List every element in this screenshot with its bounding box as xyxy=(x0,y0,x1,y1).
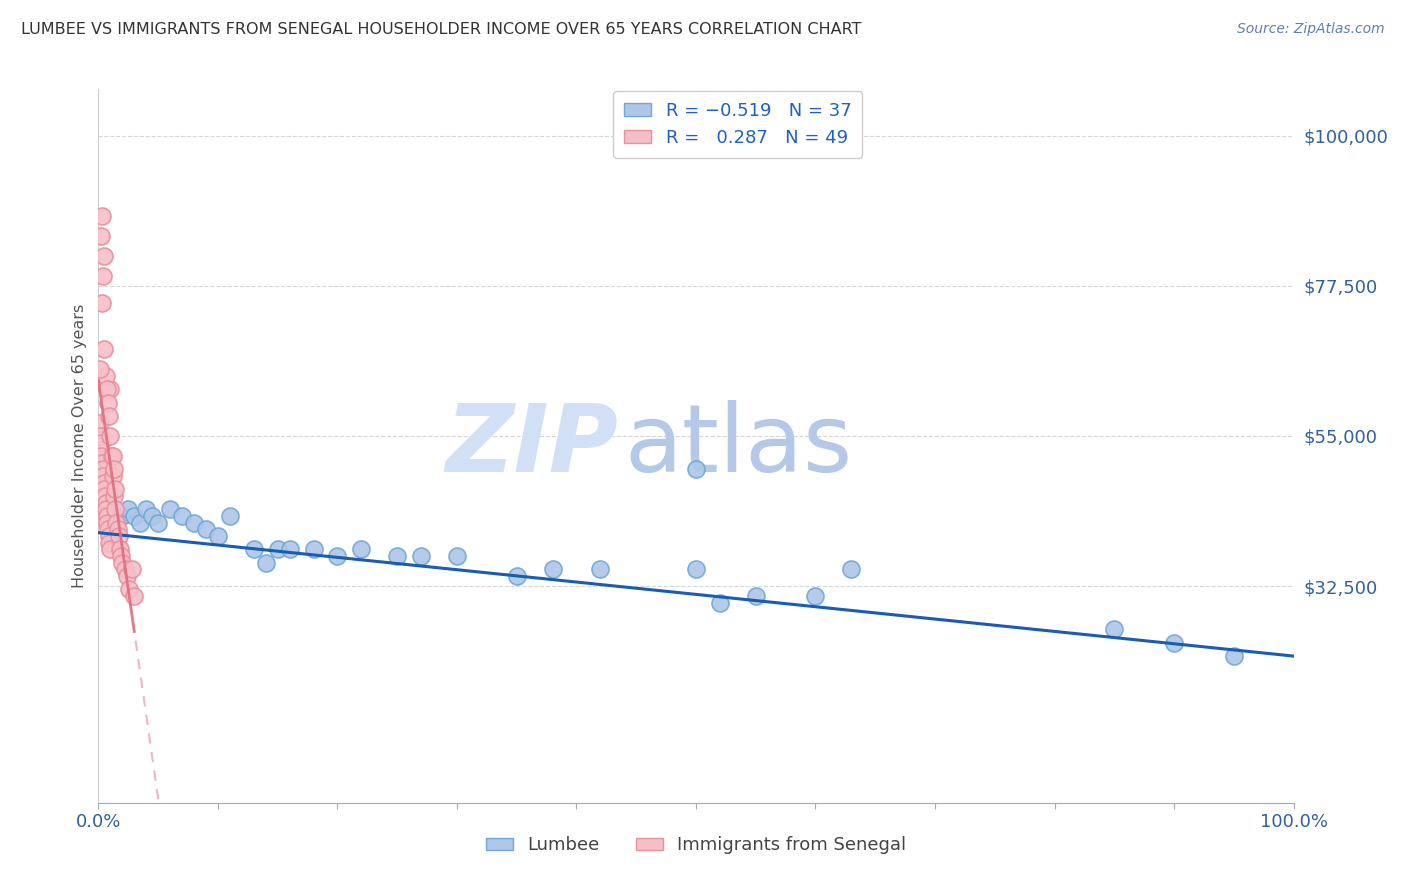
Point xyxy=(98,382,122,396)
Point xyxy=(1104,623,1126,637)
Point xyxy=(159,502,181,516)
Point xyxy=(124,509,146,524)
Point xyxy=(93,483,115,497)
Point xyxy=(411,549,433,563)
Point xyxy=(96,382,118,396)
Point xyxy=(117,502,139,516)
Point xyxy=(267,542,290,557)
Point xyxy=(94,496,117,510)
Text: LUMBEE VS IMMIGRANTS FROM SENEGAL HOUSEHOLDER INCOME OVER 65 YEARS CORRELATION C: LUMBEE VS IMMIGRANTS FROM SENEGAL HOUSEH… xyxy=(21,22,862,37)
Point xyxy=(115,569,138,583)
Point xyxy=(446,549,468,563)
Point xyxy=(326,549,349,563)
Point xyxy=(111,556,134,570)
Text: Source: ZipAtlas.com: Source: ZipAtlas.com xyxy=(1237,22,1385,37)
Point xyxy=(97,529,120,543)
Point xyxy=(103,462,125,476)
Point xyxy=(589,562,612,576)
Point xyxy=(183,516,205,530)
Point xyxy=(101,469,124,483)
Point xyxy=(98,529,122,543)
Point xyxy=(89,362,111,376)
Point xyxy=(96,516,118,530)
Point xyxy=(108,542,131,557)
Point xyxy=(195,522,218,536)
Point xyxy=(243,542,266,557)
Point xyxy=(172,509,194,524)
Point xyxy=(745,589,768,603)
Point xyxy=(91,462,114,476)
Point xyxy=(91,295,114,310)
Point xyxy=(541,562,564,576)
Point xyxy=(118,582,141,597)
Point xyxy=(1223,649,1246,664)
Point xyxy=(709,596,731,610)
Legend: Lumbee, Immigrants from Senegal: Lumbee, Immigrants from Senegal xyxy=(478,830,914,862)
Point xyxy=(506,569,529,583)
Point xyxy=(1163,636,1185,650)
Point xyxy=(93,343,115,357)
Point xyxy=(91,456,114,470)
Point xyxy=(107,529,129,543)
Point xyxy=(107,522,129,536)
Y-axis label: Householder Income Over 65 years: Householder Income Over 65 years xyxy=(72,304,87,588)
Point xyxy=(302,542,325,557)
Point xyxy=(89,416,111,430)
Point xyxy=(111,509,134,524)
Point xyxy=(93,475,115,490)
Point xyxy=(135,502,157,516)
Point xyxy=(91,469,114,483)
Point xyxy=(98,409,121,423)
Point xyxy=(93,249,115,263)
Point xyxy=(97,395,120,409)
Point xyxy=(89,429,111,443)
Point xyxy=(94,489,117,503)
Point xyxy=(90,228,112,243)
Point xyxy=(129,516,152,530)
Point xyxy=(90,435,112,450)
Point xyxy=(91,268,114,283)
Point xyxy=(685,562,707,576)
Point xyxy=(254,556,277,570)
Point xyxy=(385,549,409,563)
Point xyxy=(685,462,707,476)
Point xyxy=(110,549,132,563)
Point xyxy=(96,502,118,516)
Point xyxy=(350,542,373,557)
Text: ZIP: ZIP xyxy=(446,400,619,492)
Point xyxy=(96,509,118,524)
Point xyxy=(101,449,124,463)
Point xyxy=(104,502,127,516)
Point xyxy=(804,589,827,603)
Point xyxy=(103,489,125,503)
Point xyxy=(278,542,301,557)
Point xyxy=(207,529,229,543)
Point xyxy=(98,429,122,443)
Point xyxy=(100,449,122,463)
Point xyxy=(219,509,242,524)
Point xyxy=(94,368,117,383)
Point xyxy=(124,589,146,603)
Point xyxy=(114,562,136,576)
Point xyxy=(97,522,120,536)
Point xyxy=(98,542,121,557)
Point xyxy=(105,516,128,530)
Point xyxy=(90,449,112,463)
Point xyxy=(98,535,121,549)
Point xyxy=(141,509,163,524)
Point xyxy=(121,562,143,576)
Point xyxy=(104,483,127,497)
Point xyxy=(91,209,114,223)
Point xyxy=(841,562,863,576)
Point xyxy=(105,516,128,530)
Text: atlas: atlas xyxy=(624,400,852,492)
Point xyxy=(148,516,170,530)
